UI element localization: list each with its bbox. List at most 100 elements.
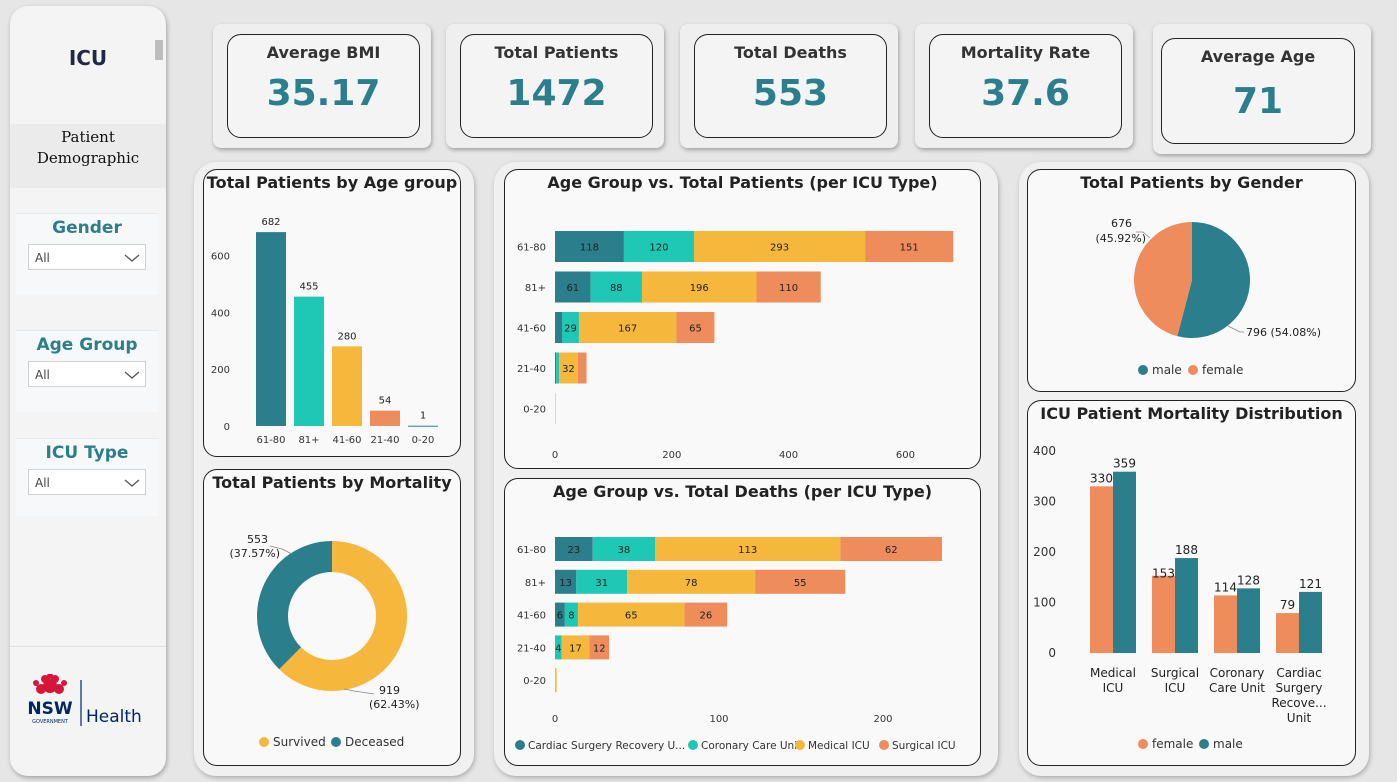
bar-segment [555, 231, 624, 262]
bar-segment [592, 537, 656, 561]
bar [1214, 595, 1237, 653]
data-label: 78 [685, 578, 698, 589]
sidebar-title: ICU [68, 46, 108, 70]
data-label: 32 [562, 364, 575, 375]
x-tick-label: 400 [779, 450, 798, 461]
donut-slice [257, 541, 332, 670]
age-group-chart-card: Total Patients by Age group 0 200 400 600 68… [203, 169, 461, 457]
data-label: 6 [557, 611, 563, 622]
gender-slicer-title: Gender [52, 218, 122, 238]
data-label: 8 [568, 611, 574, 622]
y-tick-label: 41-60 [517, 611, 546, 622]
x-tick-label: 200 [873, 714, 892, 725]
data-label: 676 [1111, 217, 1132, 230]
y-tick-label: 200 [211, 365, 230, 376]
data-label: 38 [618, 545, 631, 556]
bar [1113, 471, 1136, 653]
legend-label: Coronary Care Unit [701, 740, 801, 752]
age-vs-deaths-chart-card: Age Group vs. Total Deaths (per ICU Type… [504, 478, 981, 766]
pie-slice [1177, 222, 1250, 338]
y-tick-label: 400 [211, 308, 230, 319]
kpi-total-deaths: Total Deaths 553 [680, 24, 898, 148]
data-label: 4 [555, 643, 561, 654]
data-label: 62 [885, 545, 898, 556]
bar-segment [865, 231, 954, 262]
sidebar-scrollbar[interactable] [155, 40, 163, 60]
x-tick-label: 0 [552, 714, 558, 725]
icu-type-dropdown-value: All [35, 476, 50, 490]
icu-type-slicer-title: ICU Type [45, 443, 129, 463]
data-label: 455 [299, 282, 318, 293]
x-tick-label: 21-40 [370, 435, 399, 446]
bar-segment [693, 231, 866, 262]
chart-title: Total Patients by Age group [206, 173, 458, 192]
logo-health-text: Health [86, 707, 142, 727]
x-tick-label: Surgical [1151, 666, 1199, 680]
legend-label: Cardiac Surgery Recovery U... [528, 740, 685, 752]
bar [1152, 575, 1175, 653]
gender-dropdown[interactable]: All [28, 244, 146, 270]
x-tick-label: 0-20 [412, 435, 435, 446]
bar [332, 346, 362, 426]
data-label: 280 [337, 331, 356, 342]
data-label: (45.92%) [1095, 232, 1146, 245]
gender-slicer: Gender All [16, 213, 158, 295]
age-group-slicer: Age Group All [16, 330, 158, 412]
chart-title: Total Patients by Mortality [212, 473, 452, 492]
y-tick-label: 0-20 [523, 405, 546, 416]
age-group-dropdown-value: All [35, 368, 50, 382]
bar-segment [576, 569, 628, 594]
data-label: 196 [690, 283, 709, 294]
bar-segment [555, 537, 593, 561]
legend-marker [879, 740, 889, 750]
data-label: (37.57%) [229, 547, 280, 560]
icu-type-dropdown[interactable]: All [28, 469, 146, 495]
legend-label: male [1152, 363, 1182, 377]
kpi-mortality-rate: Mortality Rate 37.6 [915, 24, 1133, 148]
icu-mortality-chart: 0100200300400330359MedicalICU153188Surgi… [1033, 444, 1326, 751]
kpi-label: Average BMI [266, 43, 381, 62]
data-label: 12 [593, 643, 606, 654]
legend-label: female [1152, 737, 1193, 751]
subtitle-line-1: Patient [61, 128, 115, 146]
bar [1299, 591, 1322, 653]
legend-marker [331, 737, 341, 747]
data-label: 23 [567, 545, 580, 556]
y-tick-label: 61-80 [517, 545, 546, 556]
bar-segment [555, 635, 562, 660]
data-label: 330 [1090, 471, 1113, 485]
waratah-icon [33, 674, 67, 694]
y-tick-label: 0 [1048, 646, 1056, 660]
legend-label: Surgical ICU [892, 740, 956, 752]
kpi-value: 1472 [506, 73, 607, 114]
x-tick-label: Unit [1287, 711, 1312, 725]
kpi-average-age: Average Age 71 [1153, 24, 1371, 154]
age-vs-patients-chart-card: Age Group vs. Total Patients (per ICU Ty… [504, 169, 981, 469]
y-tick-label: 600 [211, 251, 230, 262]
legend-marker [1138, 365, 1148, 375]
x-tick-label: 100 [709, 714, 728, 725]
bar [1175, 558, 1198, 653]
data-label: 114 [1214, 580, 1237, 594]
y-tick-label: 0-20 [523, 676, 546, 687]
bar-segment [623, 231, 694, 262]
data-label: 167 [618, 324, 637, 335]
x-tick-label: Surgery [1276, 681, 1323, 695]
subtitle-band [10, 124, 166, 188]
data-label: 110 [779, 283, 798, 294]
age-group-dropdown[interactable]: All [28, 361, 146, 387]
data-label: 188 [1175, 543, 1198, 557]
gender-chart: 796 (54.08%) 676 (45.92%) male female [1095, 217, 1321, 377]
chart-title: Total Patients by Gender [1080, 173, 1303, 192]
data-label: 65 [689, 324, 702, 335]
bar-segment [556, 352, 560, 384]
legend-marker [1138, 739, 1148, 749]
bar-segment [589, 635, 610, 660]
leader-line [1227, 325, 1244, 333]
data-label: 682 [261, 217, 280, 228]
data-label: 919 [379, 684, 400, 697]
logo-nsw-text: NSW [27, 699, 72, 719]
y-tick-label: 41-60 [517, 324, 546, 335]
kpi-label: Mortality Rate [960, 43, 1091, 62]
bar [256, 232, 286, 426]
